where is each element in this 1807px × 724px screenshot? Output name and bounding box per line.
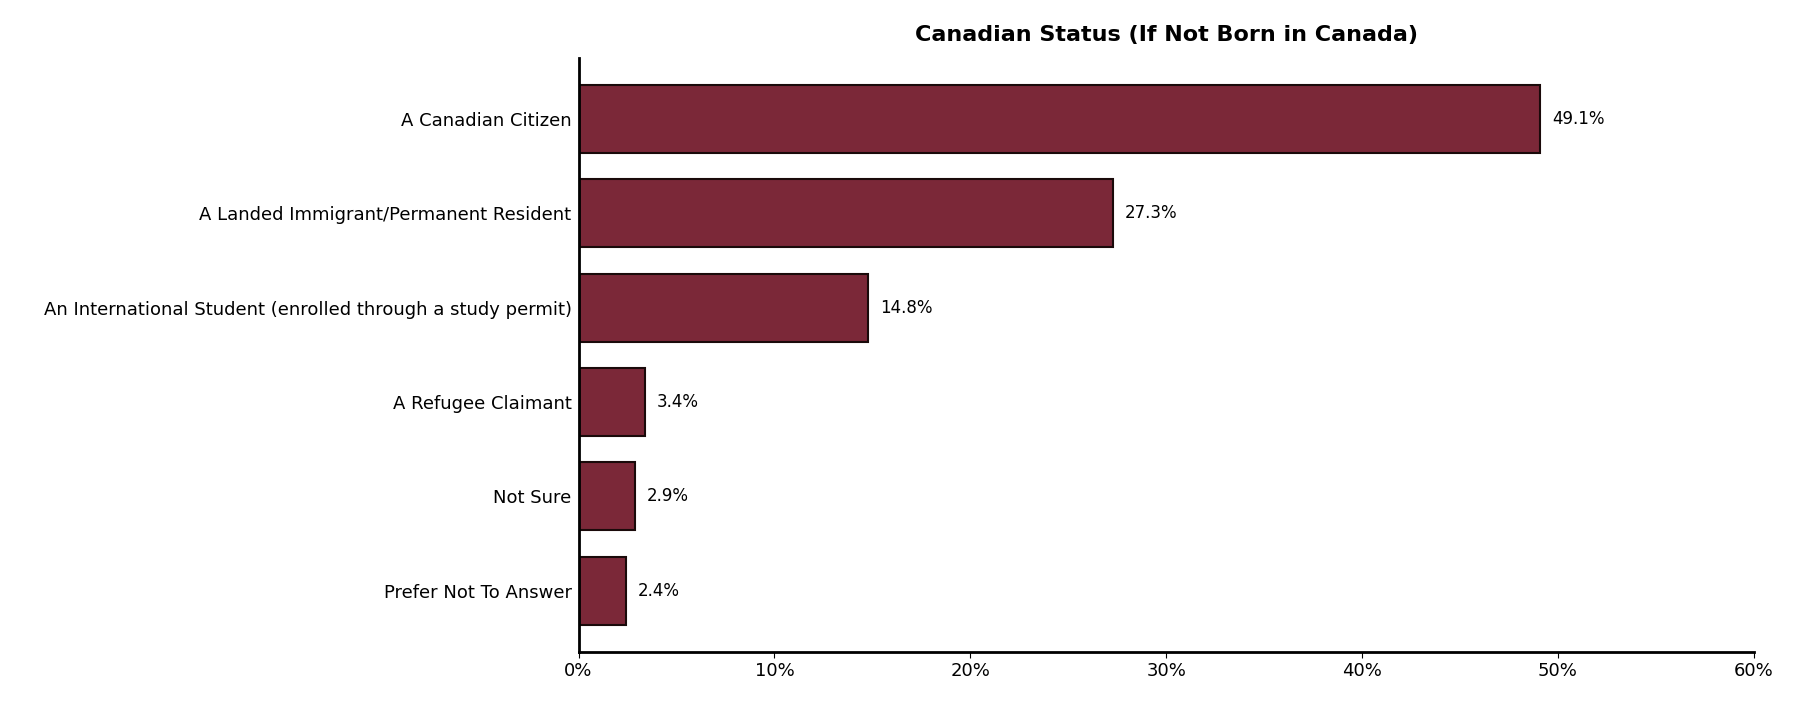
Text: 3.4%: 3.4% [656,393,699,411]
Bar [578,368,645,436]
Title: Canadian Status (If Not Born in Canada): Canadian Status (If Not Born in Canada) [914,25,1417,46]
Text: 27.3%: 27.3% [1124,204,1176,222]
Bar [578,85,1540,153]
Bar [578,463,634,530]
Text: 2.4%: 2.4% [638,581,679,599]
Bar [578,274,867,342]
Text: 49.1%: 49.1% [1550,110,1603,128]
Bar [578,180,1113,247]
Text: 14.8%: 14.8% [880,298,932,316]
Bar [578,557,625,625]
Text: 2.9%: 2.9% [647,487,688,505]
